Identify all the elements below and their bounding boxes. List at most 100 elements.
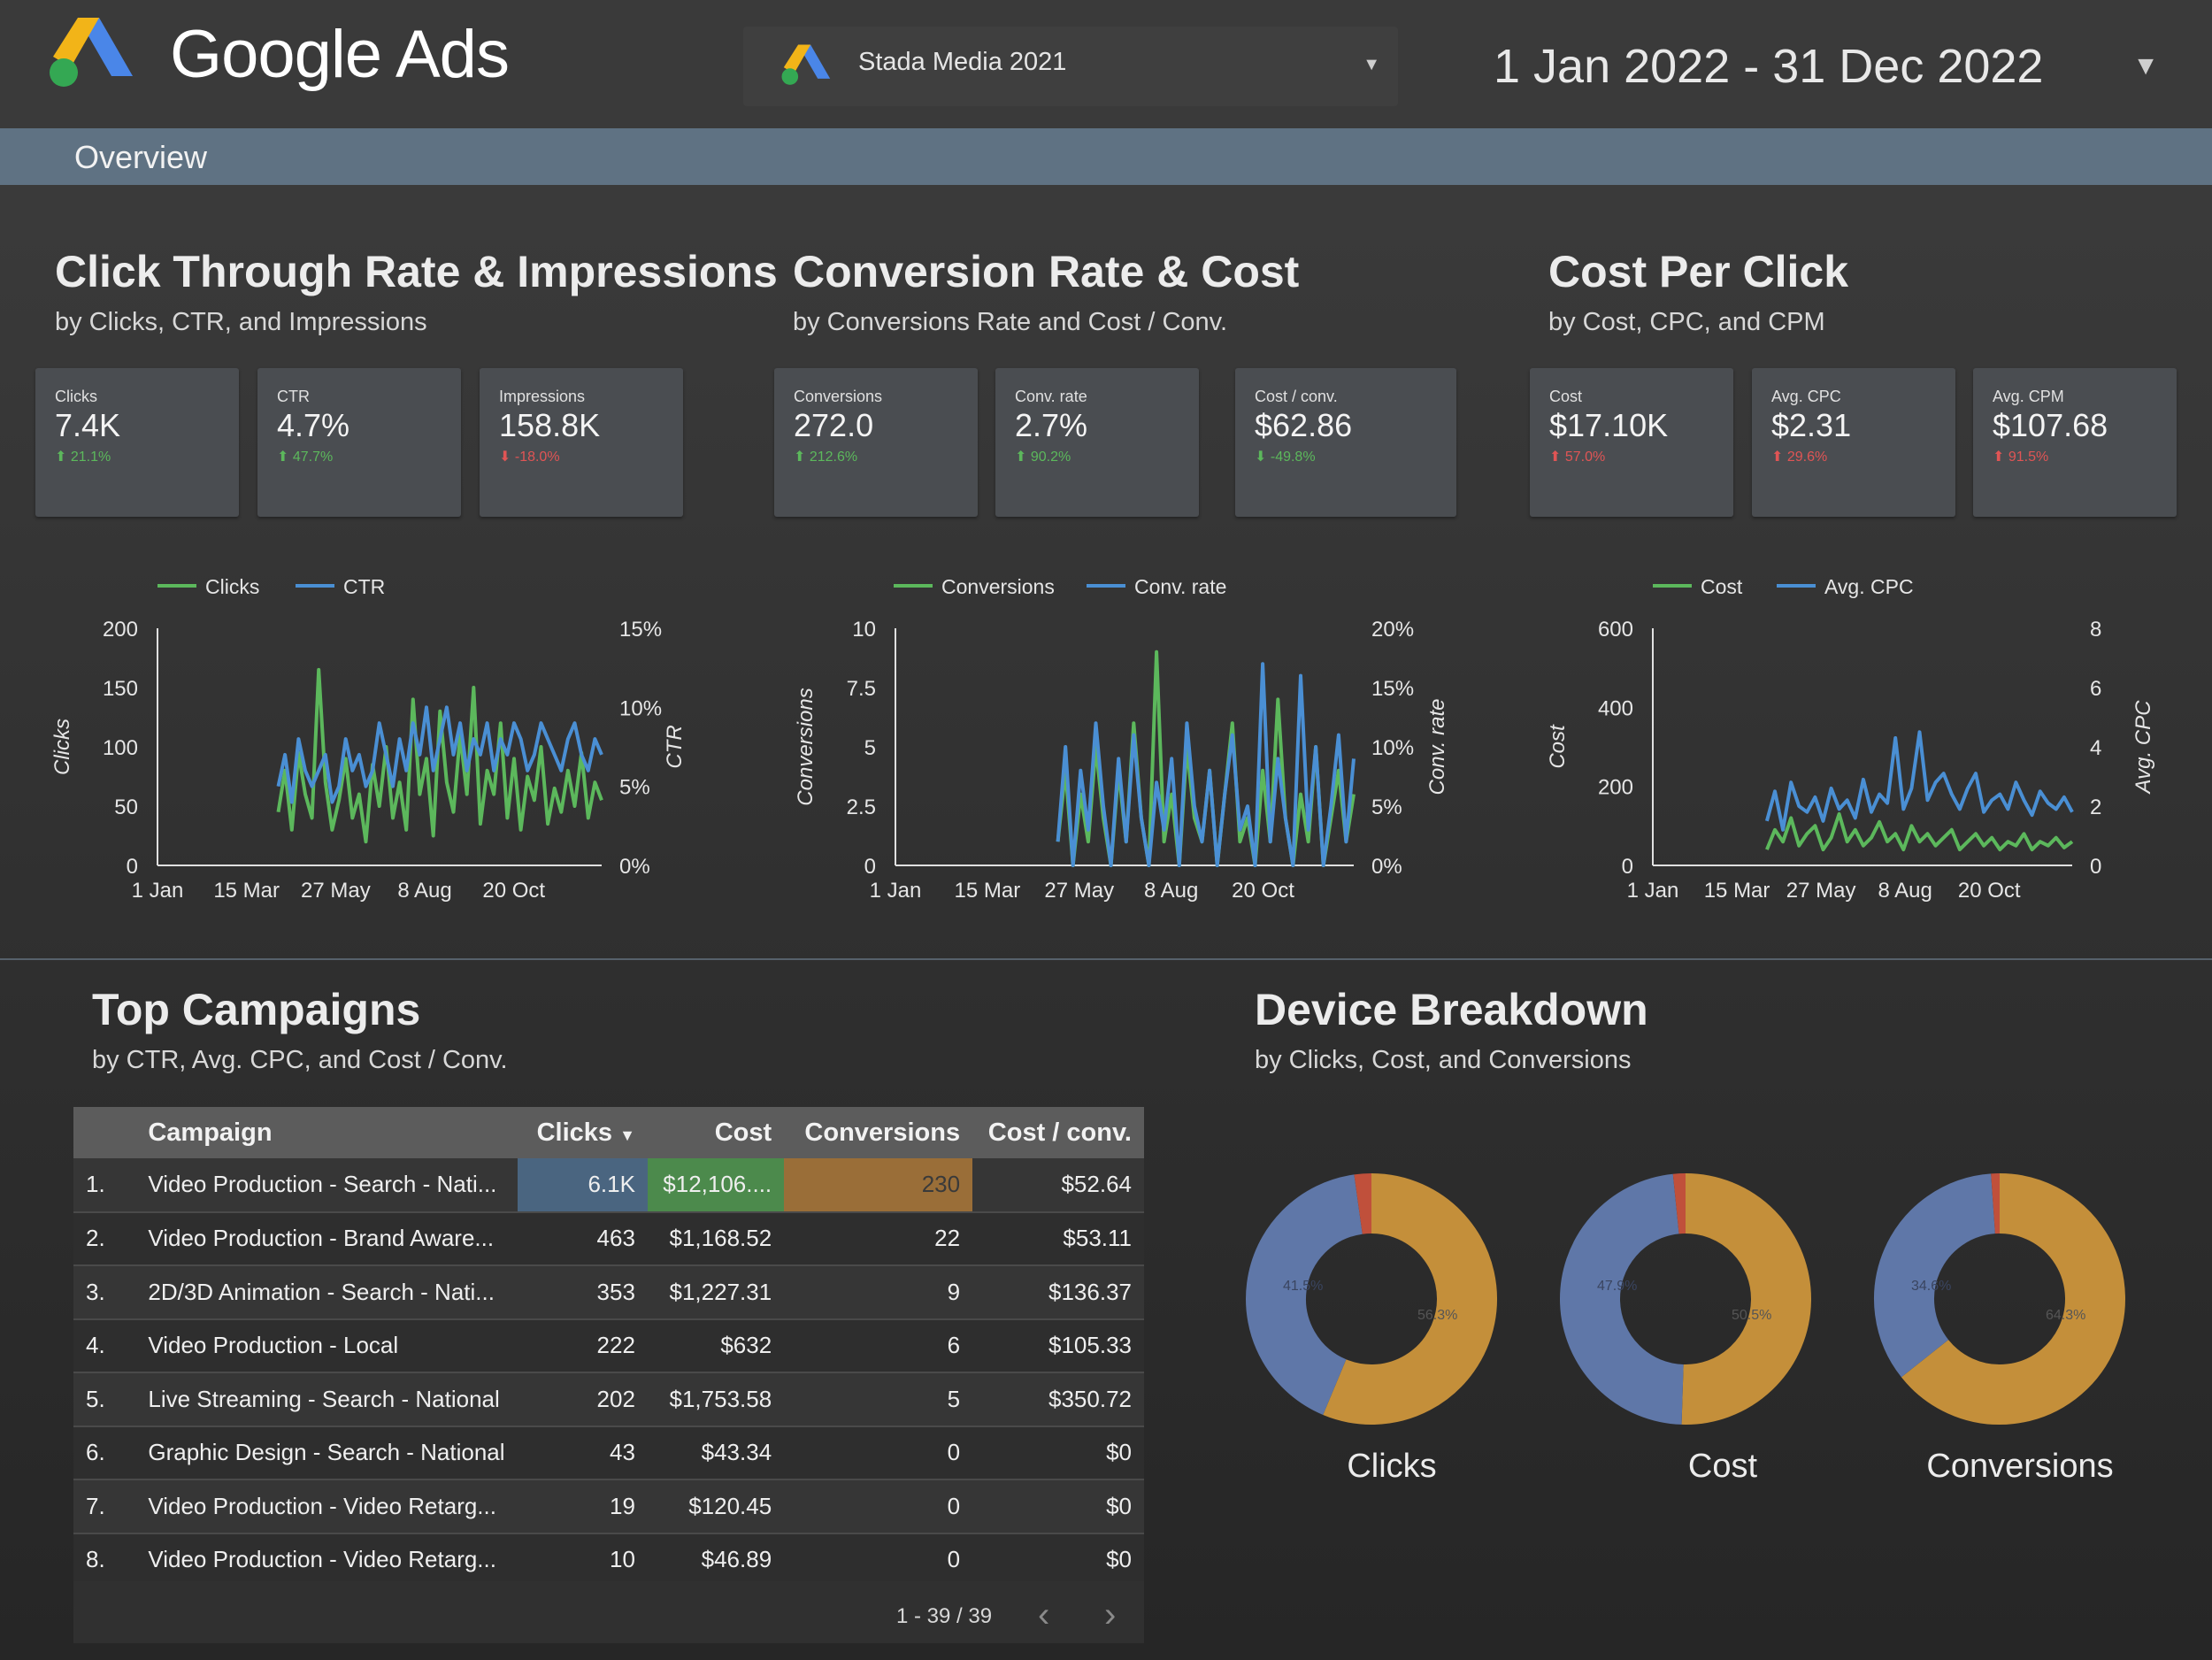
section-subtitle-campaigns: by CTR, Avg. CPC, and Cost / Conv. — [92, 1046, 508, 1074]
table-row[interactable]: 8. Video Production - Video Retarg... 10 $4… — [73, 1533, 1144, 1587]
conversions-value: 0 — [784, 1426, 973, 1480]
cost-per-conv-value: $0 — [972, 1426, 1144, 1480]
x-tick-label: 1 Jan — [870, 879, 922, 903]
donut-slice-label: 64.3% — [2046, 1308, 2085, 1323]
kpi-change: ⬆ 212.6% — [794, 448, 857, 465]
donut-slice-label: 34.6% — [1911, 1279, 1951, 1294]
table-row[interactable]: 7. Video Production - Video Retarg... 19 $1… — [73, 1479, 1144, 1534]
clicks-value: 19 — [517, 1479, 648, 1534]
sort-down-icon: ▼ — [619, 1126, 635, 1144]
donut-slice — [1354, 1173, 1372, 1234]
conversions-value: 0 — [784, 1533, 973, 1587]
y-left-axis-title: Clicks — [50, 719, 74, 775]
cost-per-conv-value: $105.33 — [972, 1318, 1144, 1373]
row-index: 8. — [73, 1533, 136, 1587]
cost-per-conv-value: $52.64 — [972, 1158, 1144, 1213]
clicks-value: 43 — [517, 1426, 648, 1480]
conversions-value: 0 — [784, 1479, 973, 1534]
tab-overview[interactable]: Overview — [74, 139, 208, 175]
row-index: 5. — [73, 1372, 136, 1427]
section-title-device: Device Breakdown — [1255, 985, 1648, 1034]
kpi-value: 272.0 — [794, 407, 874, 443]
kpi-label: Impressions — [499, 388, 586, 405]
donut-slice — [1246, 1174, 1363, 1416]
x-tick-label: 20 Oct — [1232, 879, 1294, 903]
column-header-cost[interactable]: Cost — [647, 1107, 785, 1158]
kpi-change-value: -49.8% — [1270, 450, 1316, 465]
nav-bar: Overview — [0, 128, 2212, 185]
x-tick-label: 27 May — [1044, 879, 1114, 903]
kpi-card-avg-cpc: Avg. CPC $2.31 ⬆ 29.6% — [1752, 368, 1955, 517]
kpi-change-value: 57.0% — [1564, 450, 1606, 465]
kpi-change-value: 47.7% — [292, 450, 334, 465]
table-row[interactable]: 6. Graphic Design - Search - National 43 $4… — [73, 1426, 1144, 1480]
y-left-tick-label: 0 — [127, 855, 138, 879]
cost-value: $43.34 — [647, 1426, 785, 1480]
y-left-tick-label: 5 — [864, 736, 876, 760]
x-tick-label: 20 Oct — [1958, 879, 2021, 903]
y-left-tick-label: 2.5 — [847, 795, 876, 819]
donut-slice-label: 47.9% — [1597, 1279, 1637, 1294]
kpi-card-clicks: Clicks 7.4K ⬆ 21.1% — [35, 368, 239, 517]
y-left-tick-label: 0 — [1622, 855, 1633, 879]
kpi-change: ⬆ 57.0% — [1549, 448, 1605, 465]
y-right-tick-label: 6 — [2090, 677, 2101, 701]
y-left-tick-label: 150 — [103, 677, 138, 701]
arrow-up-icon: ⬆ — [1549, 450, 1565, 465]
table-row[interactable]: 2. Video Production - Brand Aware... 463 $1… — [73, 1211, 1144, 1266]
account-selector[interactable]: Stada Media 2021 ▼ — [743, 27, 1398, 106]
table-row[interactable]: 4. Video Production - Local 222 $632 6 $105.3… — [73, 1318, 1144, 1373]
chevron-left-icon[interactable]: ‹ — [1038, 1595, 1050, 1634]
y-right-tick-label: 4 — [2090, 736, 2101, 760]
table-row[interactable]: 1. Video Production - Search - Nati... 6.1… — [73, 1158, 1144, 1213]
y-right-tick-label: 0% — [619, 855, 650, 879]
kpi-value: $107.68 — [1993, 407, 2108, 443]
cost-per-conv-value: $350.72 — [972, 1372, 1144, 1427]
row-index: 6. — [73, 1426, 136, 1480]
section-subtitle-device: by Clicks, Cost, and Conversions — [1255, 1046, 1632, 1074]
campaigns-table: Campaign Clicks ▼ Cost Conversions Cost … — [73, 1107, 1144, 1587]
arrow-up-icon: ⬆ — [1993, 450, 2008, 465]
kpi-card-conversions: Conversions 272.0 ⬆ 212.6% — [774, 368, 978, 517]
series-line-conv-rate — [1056, 662, 1356, 867]
column-header-campaign[interactable]: Campaign — [135, 1107, 518, 1158]
kpi-value: 2.7% — [1015, 407, 1088, 443]
chevron-right-icon[interactable]: › — [1104, 1595, 1117, 1634]
cost-value: $1,227.31 — [647, 1265, 785, 1320]
campaign-name: Video Production - Search - Nati... — [135, 1158, 518, 1213]
kpi-change: ⬆ 90.2% — [1015, 448, 1071, 465]
y-left-axis-title: Cost — [1546, 724, 1570, 769]
kpi-card-impressions: Impressions 158.8K ⬇ -18.0% — [480, 368, 683, 517]
series-line-conversions — [1056, 649, 1356, 867]
date-range-selector[interactable]: 1 Jan 2022 - 31 Dec 2022 ▼ — [1451, 27, 2168, 115]
donut-title-cost: Cost — [1687, 1448, 1758, 1485]
arrow-up-icon: ⬆ — [277, 450, 293, 465]
clicks-value: 10 — [517, 1533, 648, 1587]
column-header-cost-per-conv[interactable]: Cost / conv. — [972, 1107, 1144, 1158]
kpi-label: Avg. CPM — [1993, 388, 2064, 405]
cost-per-conv-value: $53.11 — [972, 1211, 1144, 1266]
column-header-clicks[interactable]: Clicks ▼ — [517, 1107, 648, 1158]
brand-title: Google Ads — [170, 17, 510, 92]
date-range-text: 1 Jan 2022 - 31 Dec 2022 — [1494, 40, 2044, 93]
x-tick-label: 1 Jan — [1627, 879, 1679, 903]
arrow-up-icon: ⬆ — [1771, 450, 1787, 465]
kpi-change-value: 21.1% — [70, 450, 111, 465]
donut-slice — [1672, 1173, 1686, 1234]
campaign-name: Video Production - Local — [135, 1318, 518, 1373]
donut-title-clicks: Clicks — [1347, 1448, 1437, 1485]
y-left-tick-label: 10 — [852, 618, 876, 642]
table-header-row: Campaign Clicks ▼ Cost Conversions Cost … — [73, 1107, 1144, 1158]
google-ads-logo — [50, 18, 133, 87]
donut-title-conversions: Conversions — [1926, 1448, 2114, 1485]
table-row[interactable]: 3. 2D/3D Animation - Search - Nati... 353 $… — [73, 1265, 1144, 1320]
column-header-conversions[interactable]: Conversions — [784, 1107, 973, 1158]
arrow-up-icon: ⬆ — [794, 450, 810, 465]
campaign-name: Live Streaming - Search - National — [135, 1372, 518, 1427]
column-header-index — [73, 1107, 136, 1158]
x-tick-label: 8 Aug — [1144, 879, 1198, 903]
donut-slice — [1901, 1173, 2125, 1425]
kpi-change-value: 212.6% — [809, 450, 858, 465]
table-row[interactable]: 5. Live Streaming - Search - National 202 $… — [73, 1372, 1144, 1427]
